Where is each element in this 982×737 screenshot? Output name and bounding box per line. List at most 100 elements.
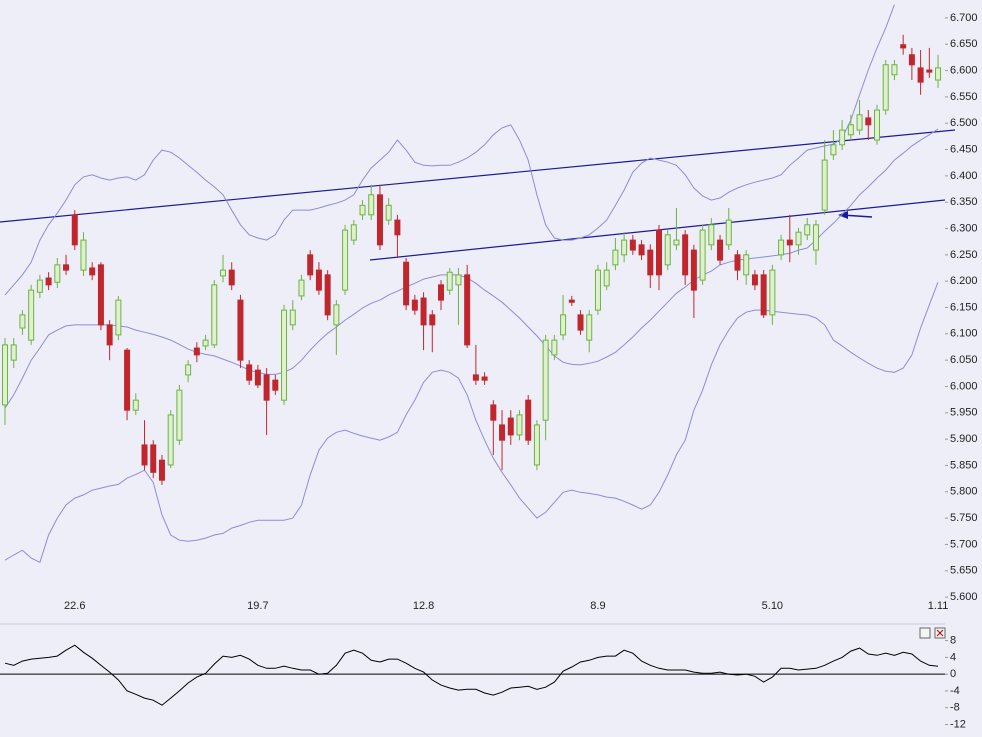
candle-body xyxy=(359,204,366,216)
candle-body xyxy=(490,404,497,421)
candle-body xyxy=(621,239,628,256)
candle-body xyxy=(935,67,942,81)
candle-body xyxy=(760,274,767,316)
candle-body xyxy=(324,274,331,316)
candle-body xyxy=(594,269,601,311)
candle-body xyxy=(507,417,514,436)
y-tick-label: 6.200 xyxy=(950,275,978,287)
candle-body xyxy=(19,314,26,329)
candle-body xyxy=(246,364,253,381)
candle-body xyxy=(89,267,96,276)
band-line xyxy=(4,282,939,564)
y-tick-label: 8 xyxy=(950,634,956,646)
candle-body xyxy=(97,264,104,326)
y-tick-label: 4 xyxy=(950,651,956,663)
x-tick-label: 8.9 xyxy=(590,600,605,612)
candle-body xyxy=(80,239,87,271)
icon-button[interactable] xyxy=(919,627,931,639)
candle-body xyxy=(830,144,837,156)
candle-body xyxy=(368,194,375,216)
candle-body xyxy=(647,249,654,276)
pane-icons xyxy=(919,627,946,639)
candle-body xyxy=(289,309,296,326)
candle-body xyxy=(220,269,226,277)
y-tick-label: 6.650 xyxy=(950,38,978,50)
candle-body xyxy=(237,299,244,361)
candle-body xyxy=(281,309,288,401)
candle-body xyxy=(682,234,689,276)
candle-body xyxy=(132,399,139,411)
candle-body xyxy=(272,379,279,391)
band-line xyxy=(4,4,895,296)
candle-body xyxy=(900,44,907,49)
candle-body xyxy=(54,264,61,283)
candle-body xyxy=(891,64,898,76)
y-tick-label: 6.600 xyxy=(950,64,978,76)
close-icon xyxy=(936,629,944,637)
candle-body xyxy=(342,229,349,291)
candle-body xyxy=(516,414,523,436)
y-tick-label: -12 xyxy=(950,718,966,730)
candle-body xyxy=(472,374,479,381)
candle-body xyxy=(577,314,584,331)
y-tick-label: 6.350 xyxy=(950,196,978,208)
candle-body xyxy=(603,269,610,287)
candle-body xyxy=(560,314,567,336)
candle-body xyxy=(420,297,427,326)
y-tick-label: -8 xyxy=(950,702,960,714)
candle-body xyxy=(638,244,645,256)
candle-body xyxy=(664,234,671,266)
y-tick-label: 5.900 xyxy=(950,433,978,445)
candle-body xyxy=(254,369,261,386)
y-tick-label: 6.400 xyxy=(950,170,978,182)
x-tick-label: 5.10 xyxy=(762,600,783,612)
candle-body xyxy=(812,224,819,251)
candle-body xyxy=(446,271,453,291)
candle-body xyxy=(403,261,410,306)
candle-body xyxy=(586,314,593,341)
trend-line xyxy=(0,129,956,223)
y-tick-label: 6.150 xyxy=(950,301,978,313)
y-tick-label: 5.950 xyxy=(950,407,978,419)
candle-body xyxy=(856,114,863,131)
candle-body xyxy=(228,269,235,286)
y-tick-label: 5.700 xyxy=(950,538,978,550)
y-tick-label: 6.450 xyxy=(950,143,978,155)
candle-body xyxy=(307,254,314,276)
candle-body xyxy=(499,424,506,441)
candle-body xyxy=(28,289,35,341)
candle-body xyxy=(612,249,619,266)
candle-body xyxy=(350,224,357,241)
candle-body xyxy=(525,399,532,441)
candle-body xyxy=(769,269,776,316)
candle-body xyxy=(778,239,785,256)
y-tick-label: 6.550 xyxy=(950,91,978,103)
candle-body xyxy=(751,274,758,286)
y-tick-label: 5.600 xyxy=(950,591,978,603)
candle-body xyxy=(917,67,924,83)
candle-body xyxy=(717,239,724,261)
candle-body xyxy=(455,274,462,286)
candle-body xyxy=(708,224,715,246)
candle-body xyxy=(10,344,17,361)
candle-body xyxy=(821,159,828,211)
candle-body xyxy=(629,239,636,251)
y-tick-label: -4 xyxy=(950,685,960,697)
candle-body xyxy=(376,194,383,246)
candle-body xyxy=(124,349,131,411)
candle-body xyxy=(45,277,52,286)
candle-body xyxy=(734,254,741,271)
candle-body xyxy=(847,124,854,136)
oscillator-line xyxy=(4,644,939,706)
y-tick-label: 6.300 xyxy=(950,222,978,234)
candle-body xyxy=(786,239,793,246)
candle-body xyxy=(533,424,540,466)
y-tick-label: 6.000 xyxy=(950,380,978,392)
x-tick-label: 1.11 xyxy=(928,600,949,612)
candle-body xyxy=(36,279,43,293)
candle-body xyxy=(429,314,436,326)
candle-body xyxy=(263,374,270,401)
candle-body xyxy=(882,64,889,111)
y-tick-label: 5.750 xyxy=(950,512,978,524)
